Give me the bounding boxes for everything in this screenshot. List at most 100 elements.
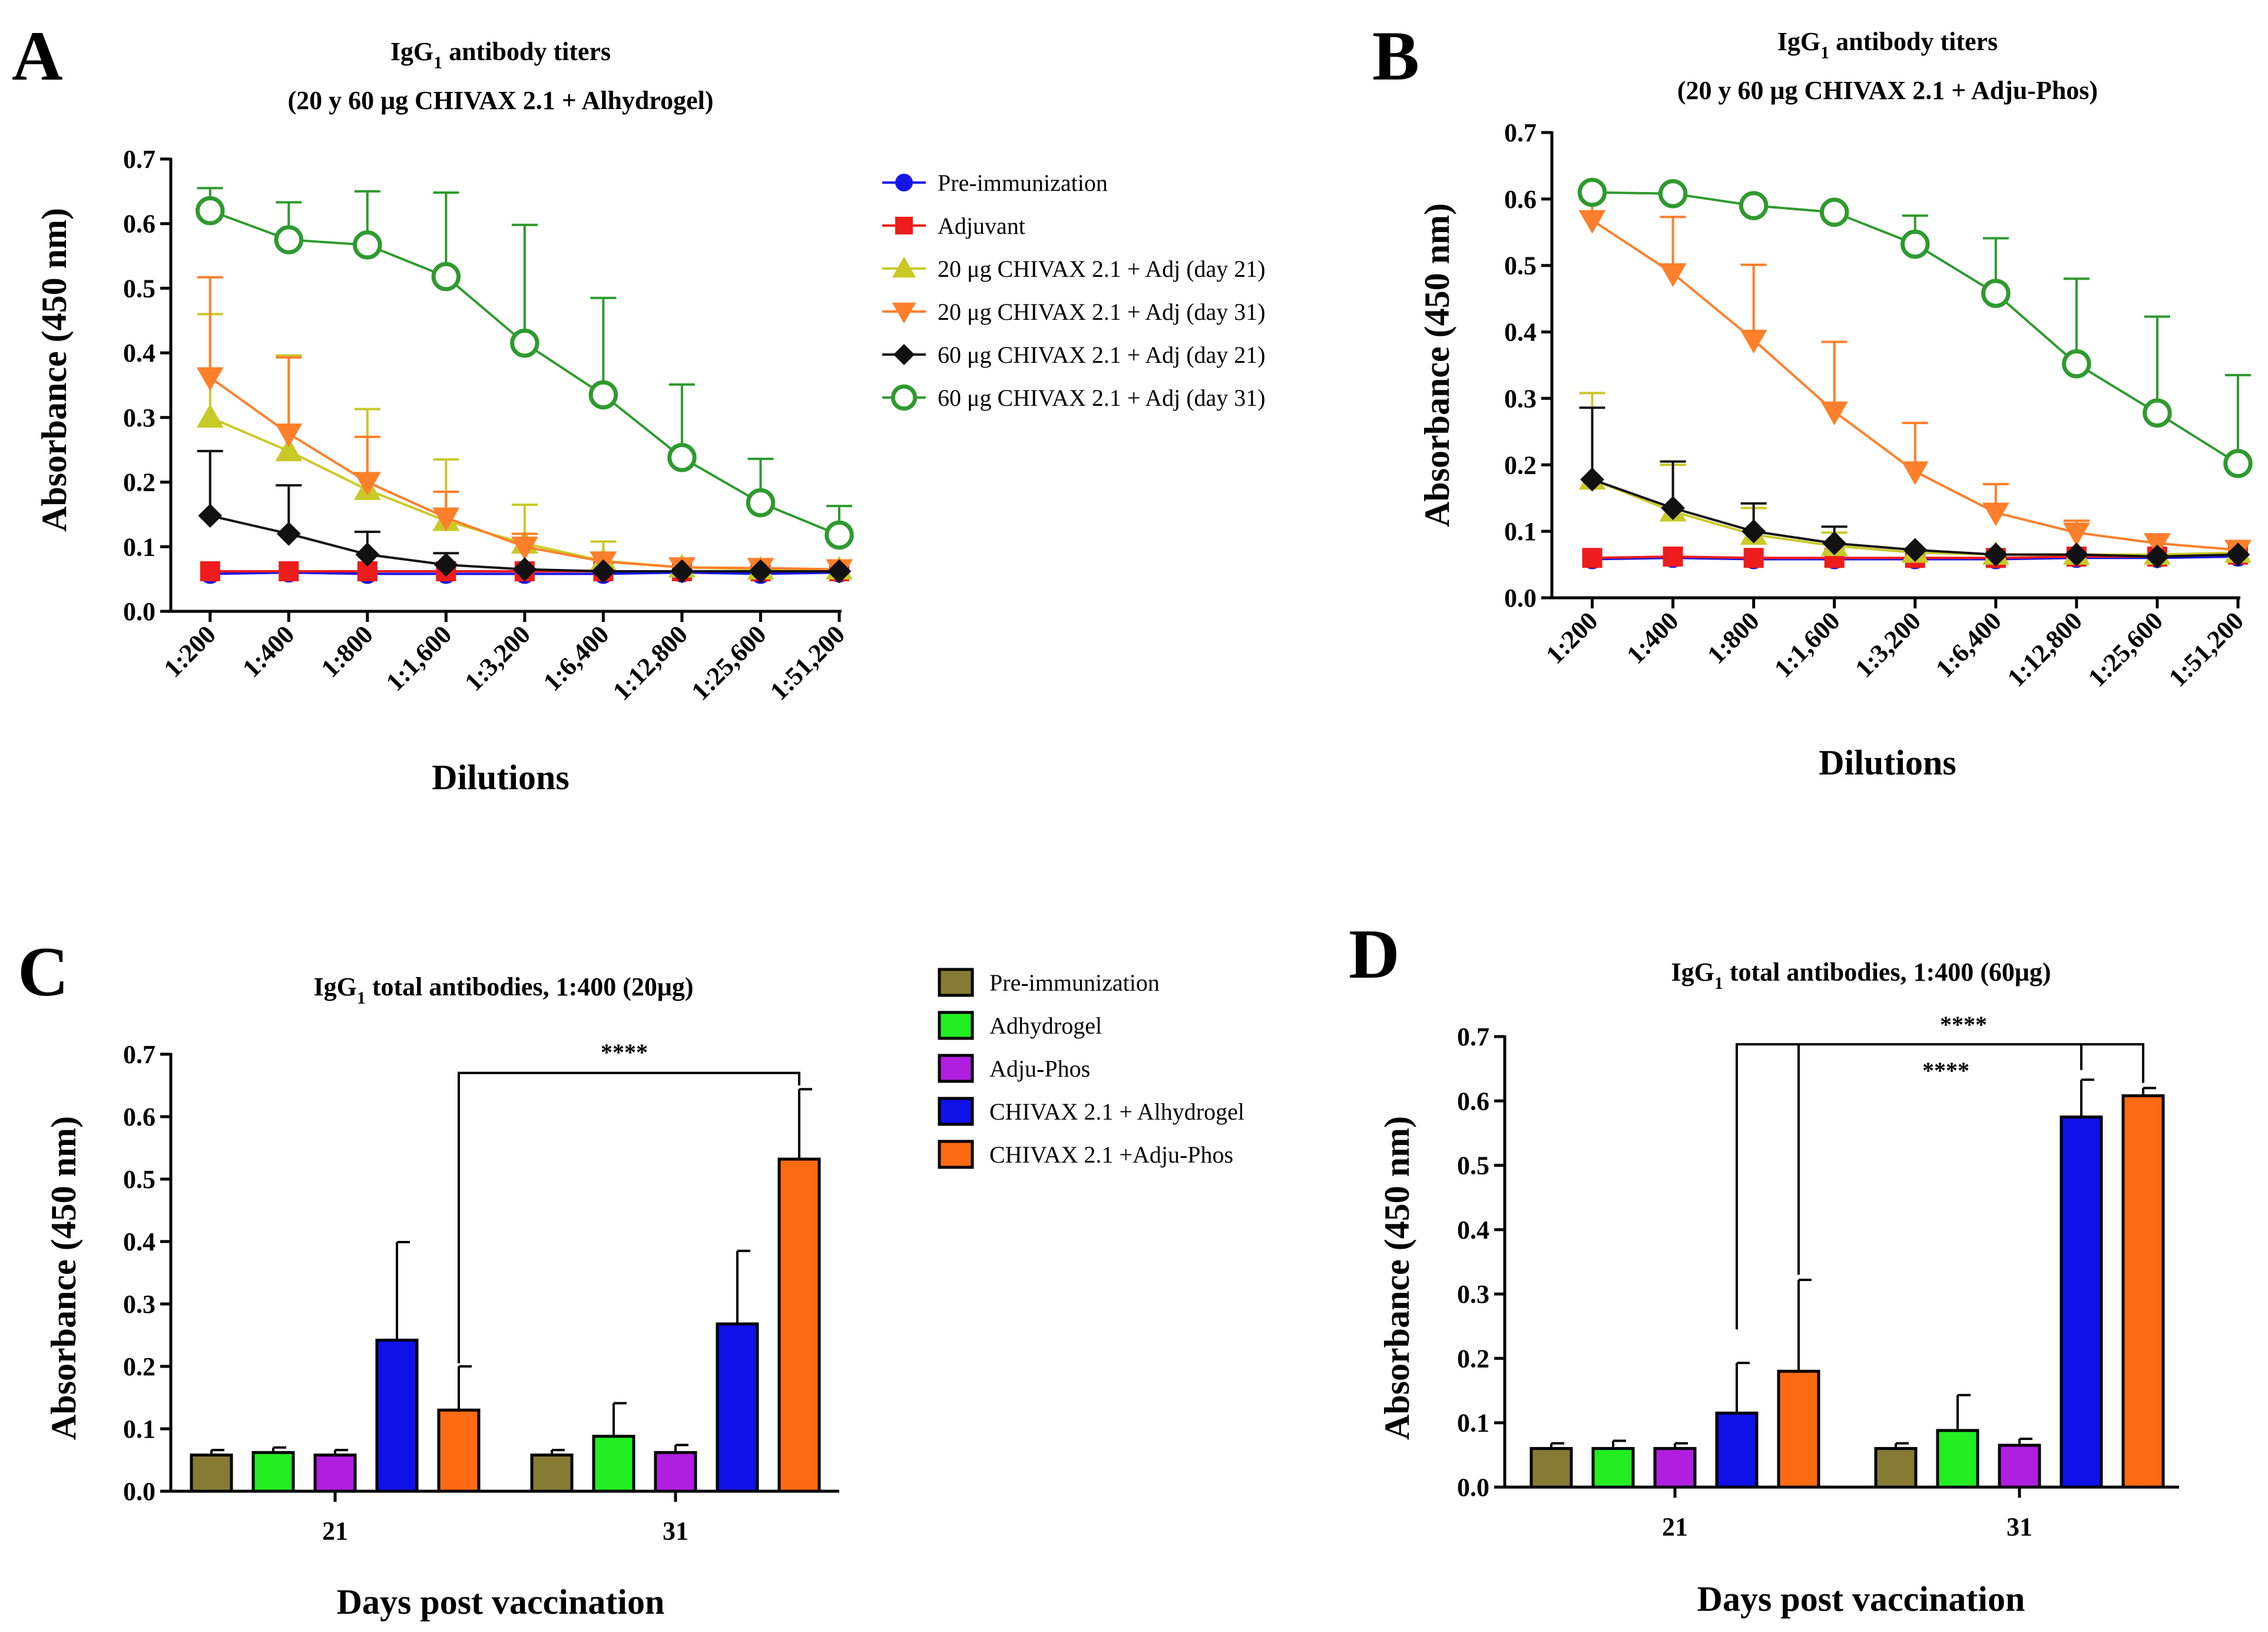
panel-d-y-tick-label: 0.7 xyxy=(1457,1022,1489,1051)
panel-d-x-axis-label: Days post vaccination xyxy=(1697,1580,2025,1618)
panel-b-data-point xyxy=(2143,398,2172,428)
panel-a-subtitle: (20 y 60 μg CHIVAX 2.1 + Alhydrogel) xyxy=(287,86,713,115)
panel-a-data-point xyxy=(431,261,461,292)
panel-a-data-point xyxy=(275,437,303,462)
panel-b-data-point xyxy=(1901,461,1929,485)
panel-b-line-chart: IgG1 antibody titers (20 y 60 μg CHIVAX … xyxy=(1418,27,2253,782)
panel-b-x-tick-label: 1:800 xyxy=(1701,606,1764,669)
panel-b-y-tick-label: 0.3 xyxy=(1504,384,1537,413)
panel-b-y-tick-label: 0.7 xyxy=(1504,118,1537,147)
panel-b-y-tick-label: 0.0 xyxy=(1504,584,1537,613)
panel-a-y-tick-label: 0.4 xyxy=(123,339,155,368)
panel-d-y-tick-label: 0.1 xyxy=(1457,1409,1489,1438)
panel-b-series-4 xyxy=(1579,406,2250,569)
panel-b-data-point xyxy=(1580,467,1604,492)
panel-a-data-point xyxy=(588,380,618,410)
legend-entry-label: CHIVAX 2.1 + Alhydrogel xyxy=(989,1098,1244,1125)
panel-a-x-tick-label: 1:51,200 xyxy=(764,620,850,706)
panel-d-y-tick-label: 0.6 xyxy=(1457,1087,1489,1115)
panel-b-x-tick-label: 1:3,200 xyxy=(1849,606,1926,683)
panel-d-bar xyxy=(1998,1444,2041,1489)
panel-d-y-tick-label: 0.5 xyxy=(1457,1151,1489,1180)
panel-b-x-tick-label: 1:400 xyxy=(1621,606,1684,669)
panel-d-significance-label: **** xyxy=(1940,1011,1987,1038)
panel-d-y-tick-label: 0.0 xyxy=(1457,1473,1489,1502)
panel-a-data-point xyxy=(512,557,537,582)
legend-entry-label: Adjuvant xyxy=(938,213,1025,239)
panel-letter-c: C xyxy=(18,932,69,1011)
panel-a-line-chart: IgG1 antibody titers (20 y 60 μg CHIVAX … xyxy=(35,37,854,797)
panel-a-title: IgG1 antibody titers xyxy=(390,37,611,72)
panel-d-bar xyxy=(1653,1446,1697,1489)
panel-d-bar xyxy=(2060,1115,2103,1489)
legend-entry-label: Adhydrogel xyxy=(989,1012,1102,1039)
panel-b-data-point xyxy=(1661,496,1685,521)
legend-bar-swatch xyxy=(938,1097,974,1126)
panel-a-data-point xyxy=(275,423,303,448)
panel-d-y-tick-label: 0.2 xyxy=(1457,1344,1489,1373)
panel-a-x-tick-label: 1:6,400 xyxy=(538,620,615,697)
panel-d-significance-label: **** xyxy=(1922,1057,1969,1084)
panel-c-bar-chart: IgG1 total antibodies, 1:400 (20μg) Abso… xyxy=(44,972,839,1621)
panel-d-y-tick-label: 0.3 xyxy=(1457,1280,1489,1309)
panel-c-bar xyxy=(313,1454,357,1493)
panel-b-x-tick-label: 1:6,400 xyxy=(1930,606,2007,683)
panel-a-data-point xyxy=(274,225,304,254)
panel-b-data-point xyxy=(1743,548,1764,568)
panel-a-x-axis-label: Dilutions xyxy=(432,758,569,797)
legend-entry-label: Adju-Phos xyxy=(989,1055,1090,1082)
panel-b-x-tick-label: 1:25,600 xyxy=(2082,606,2168,692)
panel-a-series-5 xyxy=(196,187,854,550)
legend-entry-label: 60 μg CHIVAX 2.1 + Adj (day 31) xyxy=(938,385,1266,411)
panel-a-data-point xyxy=(749,559,773,584)
panel-b-data-point xyxy=(1658,179,1688,208)
panel-c-significance-label: **** xyxy=(601,1039,648,1065)
panel-a-x-tick-label: 1:200 xyxy=(158,620,221,683)
panel-c-bar xyxy=(190,1454,233,1493)
panel-b-x-tick-label: 1:51,200 xyxy=(2163,606,2249,692)
panel-a-y-tick-label: 0.5 xyxy=(123,274,155,303)
panel-c-title: IgG1 total antibodies, 1:400 (20μg) xyxy=(314,972,694,1008)
panel-c-x-tick-label: 31 xyxy=(663,1517,688,1545)
panel-b-data-point xyxy=(1984,542,2008,567)
panel-b-data-point xyxy=(2062,522,2090,547)
panel-c-y-tick-label: 0.3 xyxy=(123,1290,155,1319)
panel-b-data-point xyxy=(1901,229,1930,259)
panel-b-data-point xyxy=(1578,210,1606,234)
panel-c-y-tick-label: 0.1 xyxy=(123,1415,155,1444)
panel-a-data-point xyxy=(198,504,223,528)
panel-a-data-point xyxy=(432,507,460,531)
panel-b-data-point xyxy=(1820,401,1848,425)
panel-c-y-tick-label: 0.2 xyxy=(123,1352,155,1381)
panel-b-data-point xyxy=(2145,544,2170,569)
panel-d-x-tick-label: 21 xyxy=(1662,1512,1688,1541)
panel-a-data-point xyxy=(276,521,301,546)
panel-c-y-tick-label: 0.5 xyxy=(123,1165,155,1194)
panel-a-y-tick-label: 0.2 xyxy=(123,468,155,497)
panel-c-x-axis-label: Days post vaccination xyxy=(337,1583,665,1621)
panel-d-bar xyxy=(1715,1411,1759,1489)
panel-c-bar xyxy=(251,1451,295,1493)
panel-a-data-point xyxy=(196,367,224,391)
panel-a-data-point xyxy=(196,196,225,226)
panel-a-data-point xyxy=(355,542,380,567)
panel-b-data-point xyxy=(1582,548,1603,568)
panel-b-y-tick-label: 0.6 xyxy=(1504,185,1537,214)
panel-a-data-point xyxy=(746,488,776,518)
panel-letter-b: B xyxy=(1372,16,1419,95)
panel-b-data-point xyxy=(1982,502,2009,527)
panel-b-data-point xyxy=(2226,542,2250,567)
panel-a-y-tick-label: 0.6 xyxy=(123,210,155,239)
panel-letter-d: D xyxy=(1349,915,1400,993)
panel-b-x-tick-label: 1:200 xyxy=(1540,606,1603,669)
panel-a-y-tick-label: 0.7 xyxy=(123,145,155,174)
panel-a-data-point xyxy=(511,537,538,561)
legend-bar-swatch xyxy=(938,968,974,997)
panel-a-data-point xyxy=(279,561,299,581)
panel-a-x-tick-label: 1:3,200 xyxy=(459,620,536,697)
panel-d-bar xyxy=(2121,1094,2165,1489)
panel-b-data-point xyxy=(1739,191,1769,220)
panel-a-data-point xyxy=(667,443,697,472)
legend-entry-label: CHIVAX 2.1 +Adju-Phos xyxy=(989,1141,1233,1168)
legend-bar-swatch xyxy=(938,1140,974,1169)
